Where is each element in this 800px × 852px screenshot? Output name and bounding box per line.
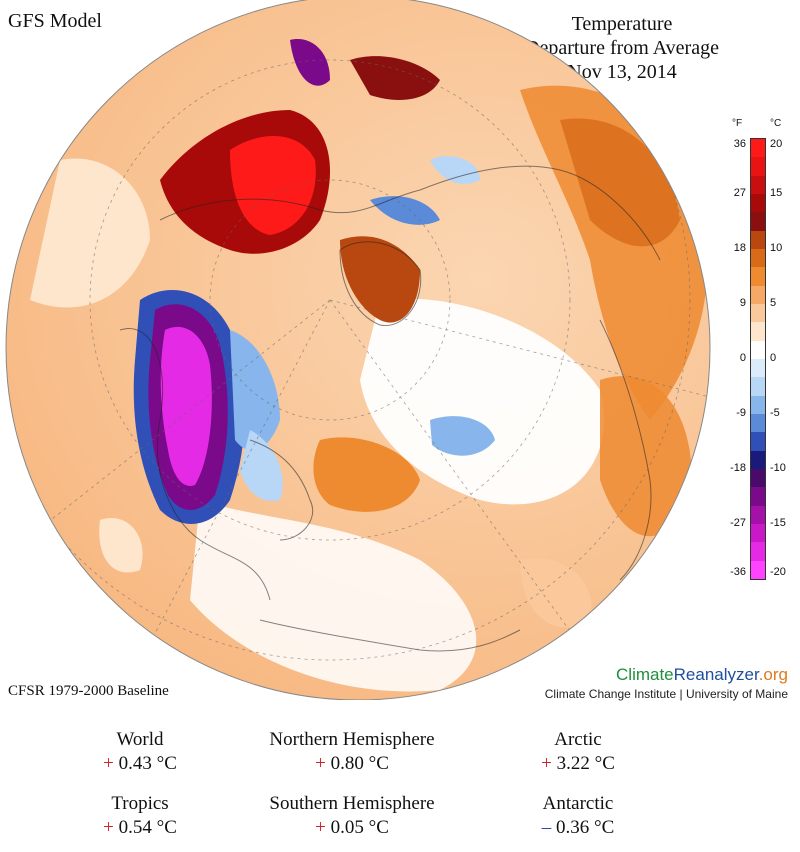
colorbar-segment [751, 523, 765, 543]
stat-region: Northern Hemisphere [269, 729, 435, 750]
stat-value: 0.54 °C [118, 817, 177, 838]
baseline-label: CFSR 1979-2000 Baseline [8, 683, 169, 699]
stat-antarctic: Antarctic – 0.36 °C [458, 792, 698, 840]
stat-arctic: Arctic + 3.22 °C [458, 728, 698, 776]
colorbar-segment [751, 248, 765, 268]
stat-southern-hemisphere: Southern Hemisphere + 0.05 °C [232, 792, 472, 840]
legend-tick-f: 36 [733, 138, 746, 150]
legend-tick-c: -10 [770, 462, 786, 474]
regional-stats: World + 0.43 °C Northern Hemisphere + 0.… [0, 728, 800, 848]
colorbar-segment [751, 193, 765, 213]
colorbar-segment [751, 303, 765, 323]
graticule [6, 0, 710, 700]
stat-value: 0.80 °C [330, 753, 389, 774]
stat-value: 0.43 °C [118, 753, 177, 774]
colorbar-segment [751, 358, 765, 378]
colorbar-segment [751, 487, 765, 506]
colorbar-segment [751, 377, 765, 396]
legend-unit-c: °C [770, 118, 782, 129]
color-legend: °F °C 36 20 27 15 18 10 9 5 0 0 -9 -5 -18 -10 -27 -15 -3… [724, 118, 794, 588]
stat-sign: + [315, 817, 326, 838]
colorbar-segment [751, 542, 765, 561]
colorbar-segment [751, 432, 765, 451]
brand-part-1: Climate [616, 665, 674, 684]
colorbar-segment [751, 230, 765, 249]
brand-part-3: .org [758, 665, 788, 684]
colorbar-segment [751, 468, 765, 488]
legend-tick-f: -18 [730, 462, 746, 474]
map-title: Temperature Departure from Average Nov 1… [492, 12, 752, 84]
stat-region: Tropics [111, 793, 169, 814]
legend-tick-c: 15 [770, 187, 783, 199]
legend-tick-f: -36 [730, 566, 746, 578]
legend-tick-f: -27 [730, 517, 746, 529]
model-label: GFS Model [8, 10, 102, 32]
colorbar-segment [751, 139, 765, 158]
anomaly-field [6, 0, 710, 700]
stat-sign: – [541, 817, 552, 838]
stat-sign: + [315, 753, 326, 774]
brand-logo-text: ClimateReanalyzer.org [545, 665, 788, 685]
legend-tick-f: 27 [733, 187, 746, 199]
colorbar [750, 138, 766, 580]
stat-value: 3.22 °C [556, 753, 615, 774]
stat-region: Arctic [554, 729, 602, 750]
stat-value: 0.05 °C [330, 817, 389, 838]
colorbar-segment [751, 560, 765, 579]
legend-tick-c: -20 [770, 566, 786, 578]
globe-map [5, 0, 711, 700]
legend-tick-c: -15 [770, 517, 786, 529]
legend-tick-c: -5 [770, 407, 780, 419]
stat-region: Antarctic [542, 793, 614, 814]
stat-region: World [116, 729, 164, 750]
colorbar-segment [751, 395, 765, 414]
title-line-2: Departure from Average [525, 37, 719, 59]
legend-tick-c: 20 [770, 138, 783, 150]
stat-world: World + 0.43 °C [20, 728, 260, 776]
stat-sign: + [103, 753, 114, 774]
brand-part-2: Reanalyzer [673, 665, 759, 684]
title-line-3: Nov 13, 2014 [567, 61, 677, 83]
stat-sign: + [541, 753, 552, 774]
colorbar-segment [751, 450, 765, 469]
colorbar-segment [751, 175, 765, 194]
stat-sign: + [103, 817, 114, 838]
brand-block: ClimateReanalyzer.org Climate Change Ins… [545, 665, 788, 701]
legend-tick-f: 18 [733, 242, 746, 254]
legend-tick-f: 9 [739, 297, 746, 309]
colorbar-segment [751, 157, 765, 176]
institute-label: Climate Change Institute | University of… [544, 687, 788, 701]
colorbar-segment [751, 285, 765, 304]
coastlines [119, 165, 661, 652]
stat-region: Southern Hemisphere [269, 793, 435, 814]
stat-northern-hemisphere: Northern Hemisphere + 0.80 °C [232, 728, 472, 776]
colorbar-segment [751, 340, 765, 359]
legend-tick-c: 0 [770, 352, 777, 364]
colorbar-segment [751, 413, 765, 433]
legend-tick-c: 5 [770, 297, 777, 309]
colorbar-segment [751, 322, 765, 341]
title-line-1: Temperature [571, 13, 673, 35]
colorbar-segment [751, 267, 765, 286]
stat-tropics: Tropics + 0.54 °C [20, 792, 260, 840]
legend-unit-f: °F [732, 118, 743, 129]
legend-tick-c: 10 [770, 242, 783, 254]
colorbar-segment [751, 505, 765, 524]
legend-tick-f: 0 [739, 352, 746, 364]
colorbar-segment [751, 212, 765, 231]
legend-tick-f: -9 [736, 407, 746, 419]
stat-value: 0.36 °C [555, 817, 615, 838]
